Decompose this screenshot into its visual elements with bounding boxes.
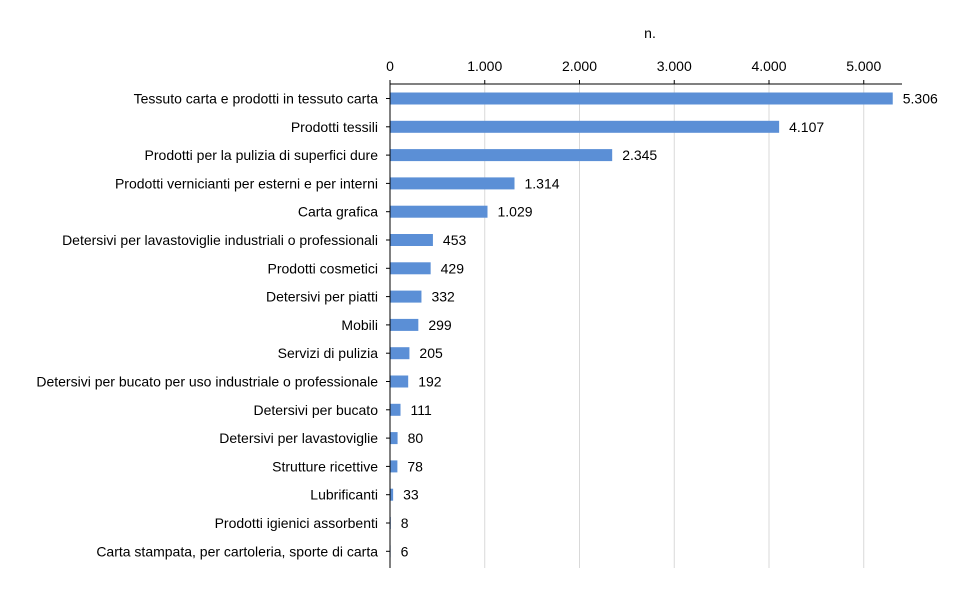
category-label: Detersivi per bucato bbox=[253, 402, 378, 418]
data-label: 8 bbox=[401, 515, 409, 531]
category-label: Detersivi per lavastoviglie bbox=[219, 430, 378, 446]
category-label: Prodotti cosmetici bbox=[268, 260, 378, 276]
category-label: Detersivi per bucato per uso industriale… bbox=[36, 374, 378, 390]
bar bbox=[390, 290, 422, 303]
x-tick-label: 1.000 bbox=[467, 58, 502, 74]
bar bbox=[390, 205, 488, 218]
category-label: Mobili bbox=[341, 317, 378, 333]
data-label: 111 bbox=[411, 402, 432, 418]
category-label: Detersivi per piatti bbox=[266, 289, 378, 305]
category-label: Detersivi per lavastoviglie industriali … bbox=[62, 232, 378, 248]
bar bbox=[390, 488, 394, 501]
data-label: 5.306 bbox=[903, 91, 938, 107]
category-label: Prodotti tessili bbox=[291, 119, 378, 135]
data-label: 80 bbox=[408, 430, 424, 446]
bar bbox=[390, 177, 515, 190]
bar bbox=[390, 262, 431, 275]
category-label: Carta grafica bbox=[298, 204, 378, 220]
category-label: Carta stampata, per cartoleria, sporte d… bbox=[96, 543, 378, 559]
category-label: Lubrificanti bbox=[310, 487, 378, 503]
data-labels: 5.306 4.107 2.345 1.314 1.029 453 429 332 299 205… bbox=[401, 91, 938, 560]
category-label: Prodotti vernicianti per esterni e per i… bbox=[115, 175, 378, 191]
bar bbox=[390, 403, 401, 416]
data-label: 429 bbox=[441, 260, 465, 276]
value-axis-title: n. bbox=[644, 25, 656, 41]
bars bbox=[390, 92, 893, 558]
bar bbox=[390, 318, 419, 331]
data-label: 1.314 bbox=[525, 175, 560, 191]
data-label: 2.345 bbox=[622, 147, 657, 163]
bar bbox=[390, 149, 613, 162]
data-label: 192 bbox=[418, 374, 442, 390]
data-label: 453 bbox=[443, 232, 467, 248]
category-label: Strutture ricettive bbox=[272, 458, 378, 474]
data-label: 332 bbox=[431, 289, 455, 305]
bar bbox=[390, 460, 398, 473]
x-tick-label: 5.000 bbox=[846, 58, 881, 74]
data-label: 299 bbox=[428, 317, 452, 333]
bar bbox=[390, 120, 780, 133]
x-tick-label: 2.000 bbox=[562, 58, 597, 74]
x-tick-label: 3.000 bbox=[657, 58, 692, 74]
bar bbox=[390, 347, 410, 360]
data-label: 33 bbox=[403, 487, 419, 503]
category-label: Tessuto carta e prodotti in tessuto cart… bbox=[134, 91, 379, 107]
bar bbox=[390, 432, 398, 445]
category-label: Prodotti per la pulizia di superfici dur… bbox=[145, 147, 379, 163]
data-label: 78 bbox=[407, 458, 423, 474]
gridlines bbox=[484, 84, 865, 568]
bar bbox=[390, 375, 409, 388]
bar bbox=[390, 92, 893, 105]
data-label: 6 bbox=[401, 543, 409, 559]
category-label: Prodotti igienici assorbenti bbox=[215, 515, 378, 531]
category-labels: Tessuto carta e prodotti in tessuto cart… bbox=[36, 91, 390, 559]
data-label: 205 bbox=[419, 345, 443, 361]
category-label: Servizi di pulizia bbox=[278, 345, 379, 361]
data-label: 4.107 bbox=[789, 119, 824, 135]
x-tick-label: 4.000 bbox=[751, 58, 786, 74]
bar bbox=[390, 234, 433, 246]
data-label: 1.029 bbox=[497, 204, 532, 220]
value-axis-ticks: 0 1.000 2.000 3.000 4.000 5.000 bbox=[386, 58, 881, 84]
x-tick-label: 0 bbox=[386, 58, 394, 74]
